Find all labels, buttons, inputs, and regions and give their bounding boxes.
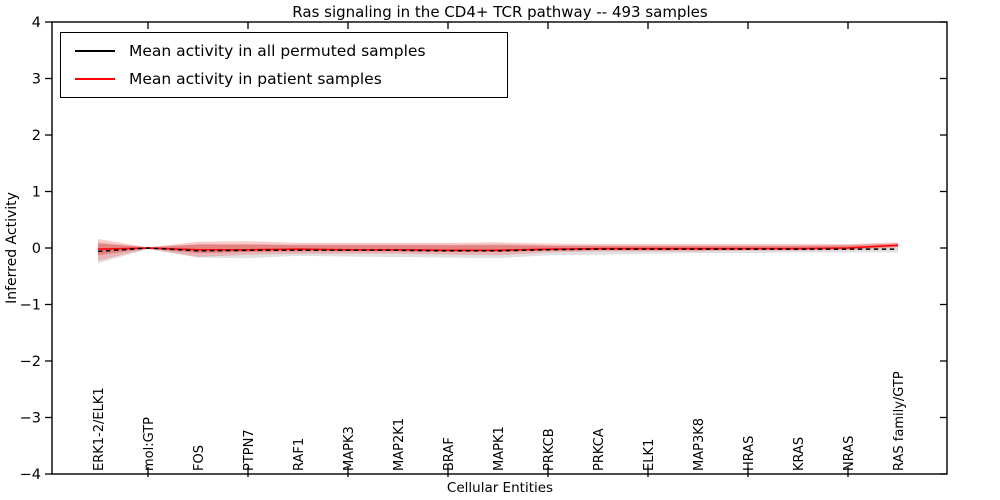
y-tick-label: −4 [20, 467, 41, 483]
x-category-label: ERK1-2/ELK1 [92, 387, 107, 471]
x-category-label: RAS family/GTP [892, 371, 907, 471]
x-category-label: HRAS [742, 436, 757, 471]
x-category-label: PRKCA [592, 428, 607, 471]
legend-label-patient: Mean activity in patient samples [129, 70, 382, 88]
y-tick-label: −3 [20, 411, 41, 427]
permuted-std-band [98, 242, 898, 264]
patient-std-inner-band [98, 243, 898, 256]
legend-item-patient: Mean activity in patient samples [75, 70, 507, 88]
x-category-label: MAPK3 [342, 426, 357, 471]
x-category-label: ELK1 [642, 439, 657, 471]
legend: Mean activity in all permuted samples Me… [60, 32, 508, 98]
x-category-label: NRAS [842, 436, 857, 471]
x-category-label: PTPN7 [242, 429, 257, 471]
y-tick-label: 0 [32, 241, 41, 257]
x-category-label: MAP3K8 [692, 418, 707, 471]
y-tick-label: −1 [20, 298, 41, 314]
y-tick-label: 2 [32, 128, 41, 144]
legend-line-sample-permuted [75, 50, 115, 52]
chart-title: Ras signaling in the CD4+ TCR pathway --… [292, 3, 708, 21]
x-category-label: PRKCB [542, 428, 557, 471]
x-category-label: KRAS [792, 437, 807, 471]
x-category-label: MAPK1 [492, 426, 507, 471]
legend-line-sample-patient [75, 78, 115, 80]
y-tick-label: 1 [32, 185, 41, 201]
x-axis-label: Cellular Entities [446, 480, 554, 496]
x-category-label: BRAF [442, 437, 457, 471]
y-axis-label: Inferred Activity [4, 192, 20, 304]
y-tick-label: 4 [32, 15, 41, 31]
x-category-label: mol:GTP [142, 417, 157, 471]
x-category-label: MAP2K1 [392, 418, 407, 471]
x-category-label: FOS [192, 445, 207, 471]
y-tick-label: 3 [32, 72, 41, 88]
y-tick-label: −2 [20, 354, 41, 370]
series-line-permuted [97, 247, 898, 253]
legend-label-permuted: Mean activity in all permuted samples [129, 42, 426, 60]
x-category-label: RAF1 [292, 438, 307, 471]
legend-item-permuted: Mean activity in all permuted samples [75, 42, 507, 60]
